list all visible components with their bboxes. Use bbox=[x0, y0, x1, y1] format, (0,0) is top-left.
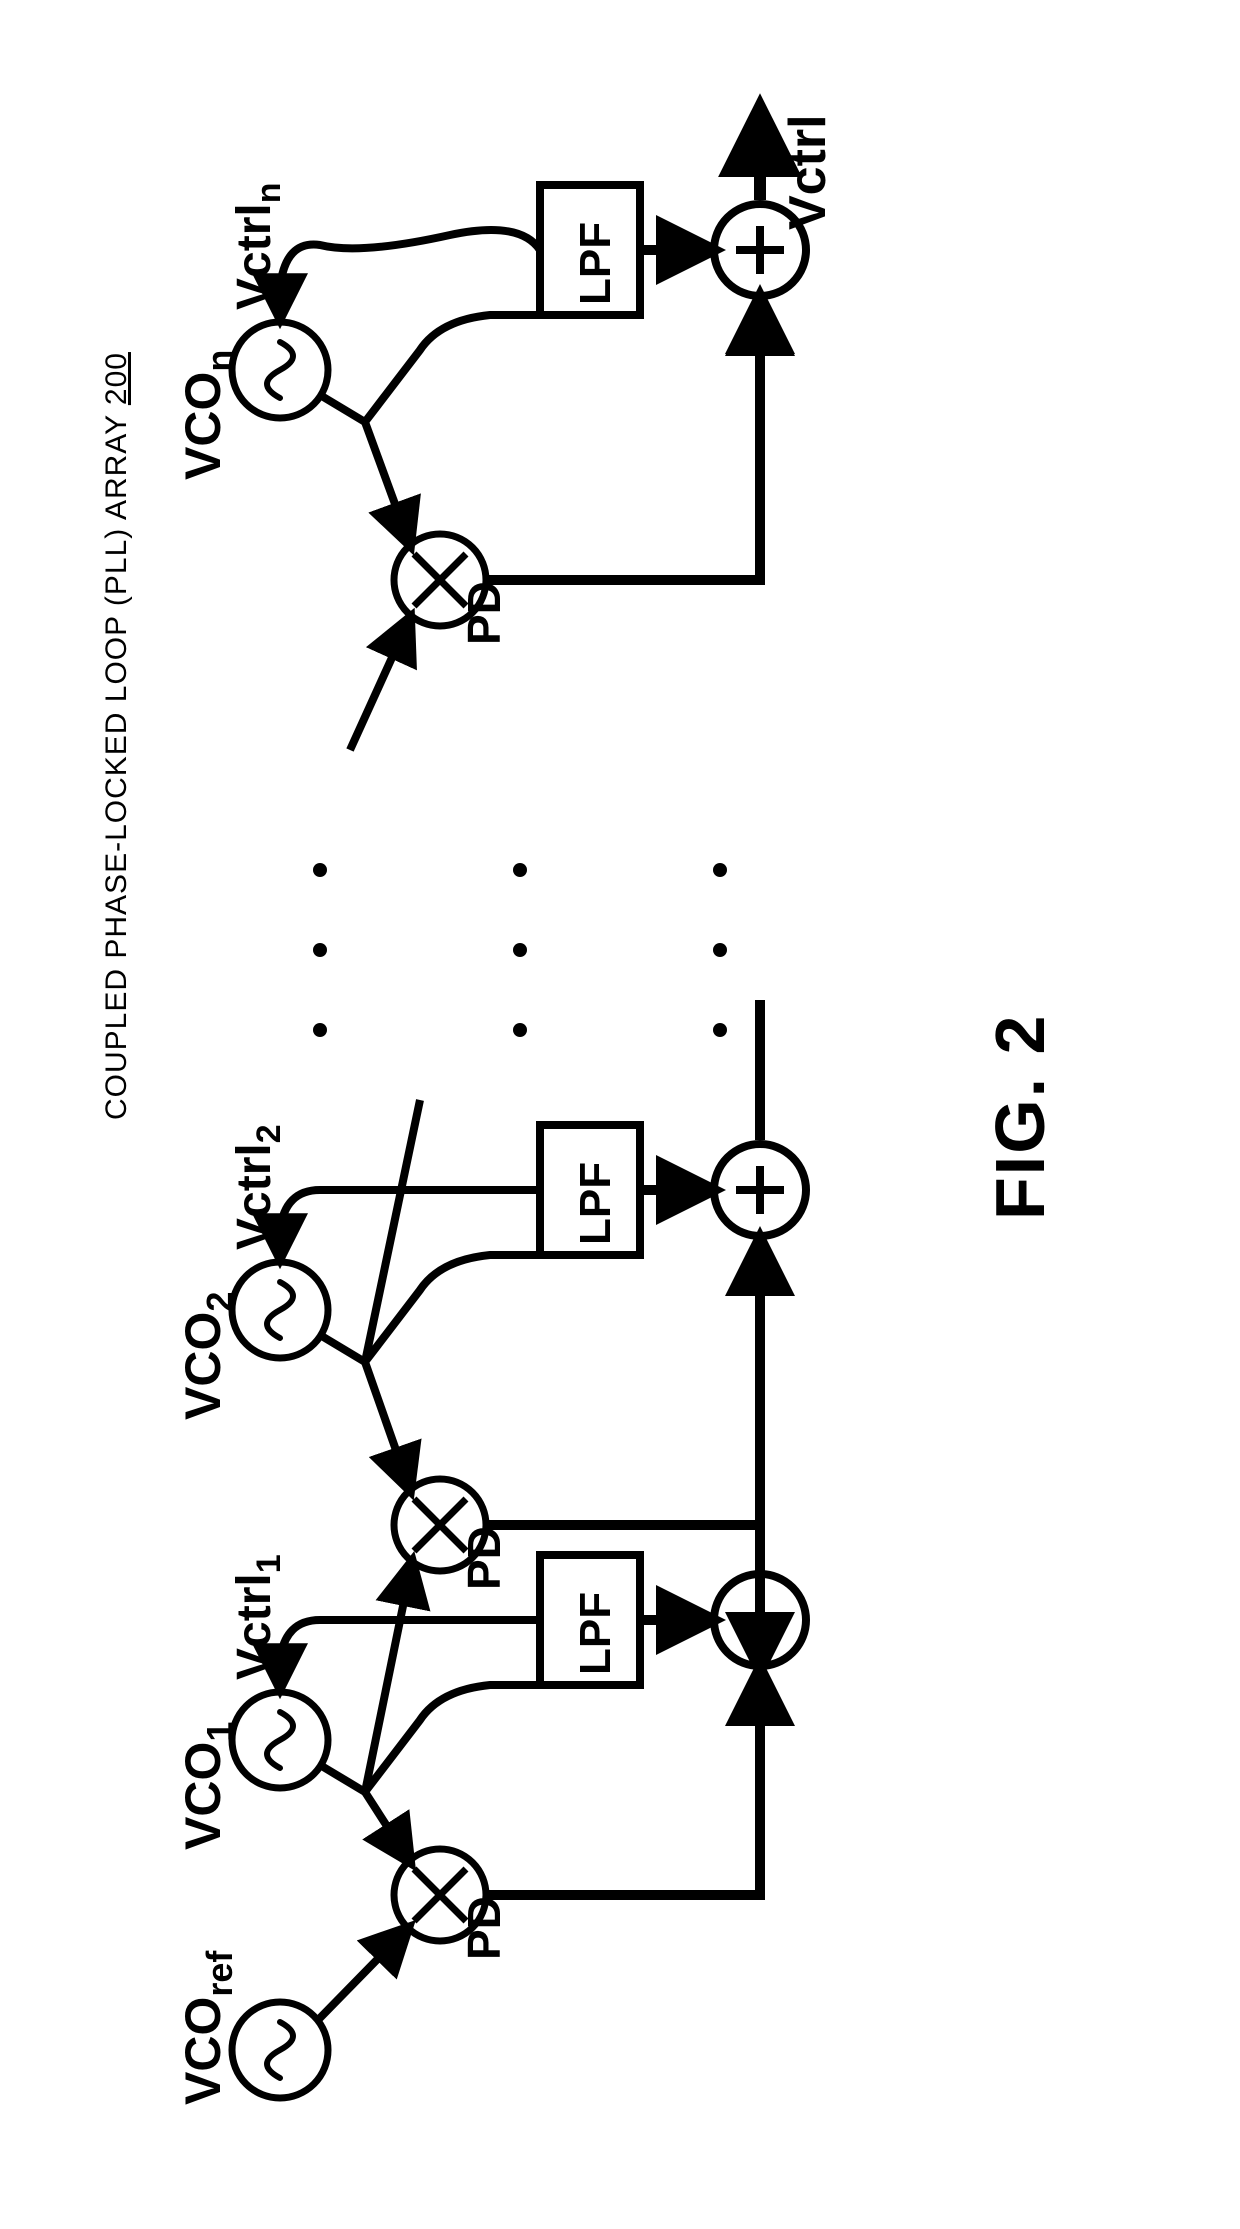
pd-1-label: PD bbox=[458, 1896, 510, 1960]
wire-vco2-lpf2 bbox=[365, 1255, 540, 1362]
wire-vco2-pd2 bbox=[365, 1362, 410, 1490]
wire-pd1-sum1 bbox=[485, 1670, 760, 1895]
vco-1 bbox=[232, 1692, 328, 1788]
vco-1-label: VCO1 bbox=[175, 1722, 240, 1850]
vco-n-label: VCOn bbox=[175, 350, 240, 480]
lpf-n-label: LPF bbox=[571, 222, 620, 305]
lpf-1-label: LPF bbox=[571, 1592, 620, 1675]
wire-prev-pdn bbox=[350, 618, 410, 750]
diagram-canvas: COUPLED PHASE-LOCKED LOOP (PLL) ARRAY 20… bbox=[20, 20, 1220, 2209]
wire-lpf1-vco1 bbox=[280, 1620, 540, 1688]
lpf-2: LPF bbox=[540, 1125, 640, 1255]
vco-ref bbox=[232, 2002, 328, 2098]
pd-n-label: PD bbox=[458, 581, 510, 645]
ellipsis-dots bbox=[313, 863, 727, 1037]
vctrl-out-label: Vctrl bbox=[779, 114, 837, 230]
wire-vcon-lpfn bbox=[365, 315, 540, 422]
lpf-1: LPF bbox=[540, 1555, 640, 1685]
vco-n bbox=[232, 322, 328, 418]
vco-2 bbox=[232, 1262, 328, 1358]
wire-pd2-sum2 bbox=[485, 1240, 760, 1525]
wire-vco1-lpf1 bbox=[365, 1685, 540, 1792]
wire-lpf2-vco2 bbox=[280, 1190, 540, 1258]
vco-ref-label: VCOref bbox=[175, 1950, 240, 2105]
vco-2-label: VCO2 bbox=[175, 1292, 240, 1420]
lpf-n: LPF bbox=[540, 185, 640, 315]
circuit-svg: VCOref VCO1 Vctrl1 VCO2 Vctrl2 VCOn Vctr… bbox=[20, 20, 1220, 2209]
wire-vco2-branch bbox=[320, 1335, 365, 1362]
wire-vcoref-pd1 bbox=[318, 1928, 408, 2020]
wire-lpfn-vcon bbox=[280, 230, 540, 318]
lpf-2-label: LPF bbox=[571, 1162, 620, 1245]
wire-pdn-sumn bbox=[485, 300, 760, 580]
wire-vcon-pdn bbox=[365, 422, 410, 545]
sum-2 bbox=[714, 1144, 806, 1236]
wire-vcon-branch bbox=[320, 395, 365, 422]
wire-vco1-branch bbox=[320, 1765, 365, 1792]
wire-vco1-pd1 bbox=[365, 1792, 410, 1862]
pd-2-label: PD bbox=[458, 1526, 510, 1590]
